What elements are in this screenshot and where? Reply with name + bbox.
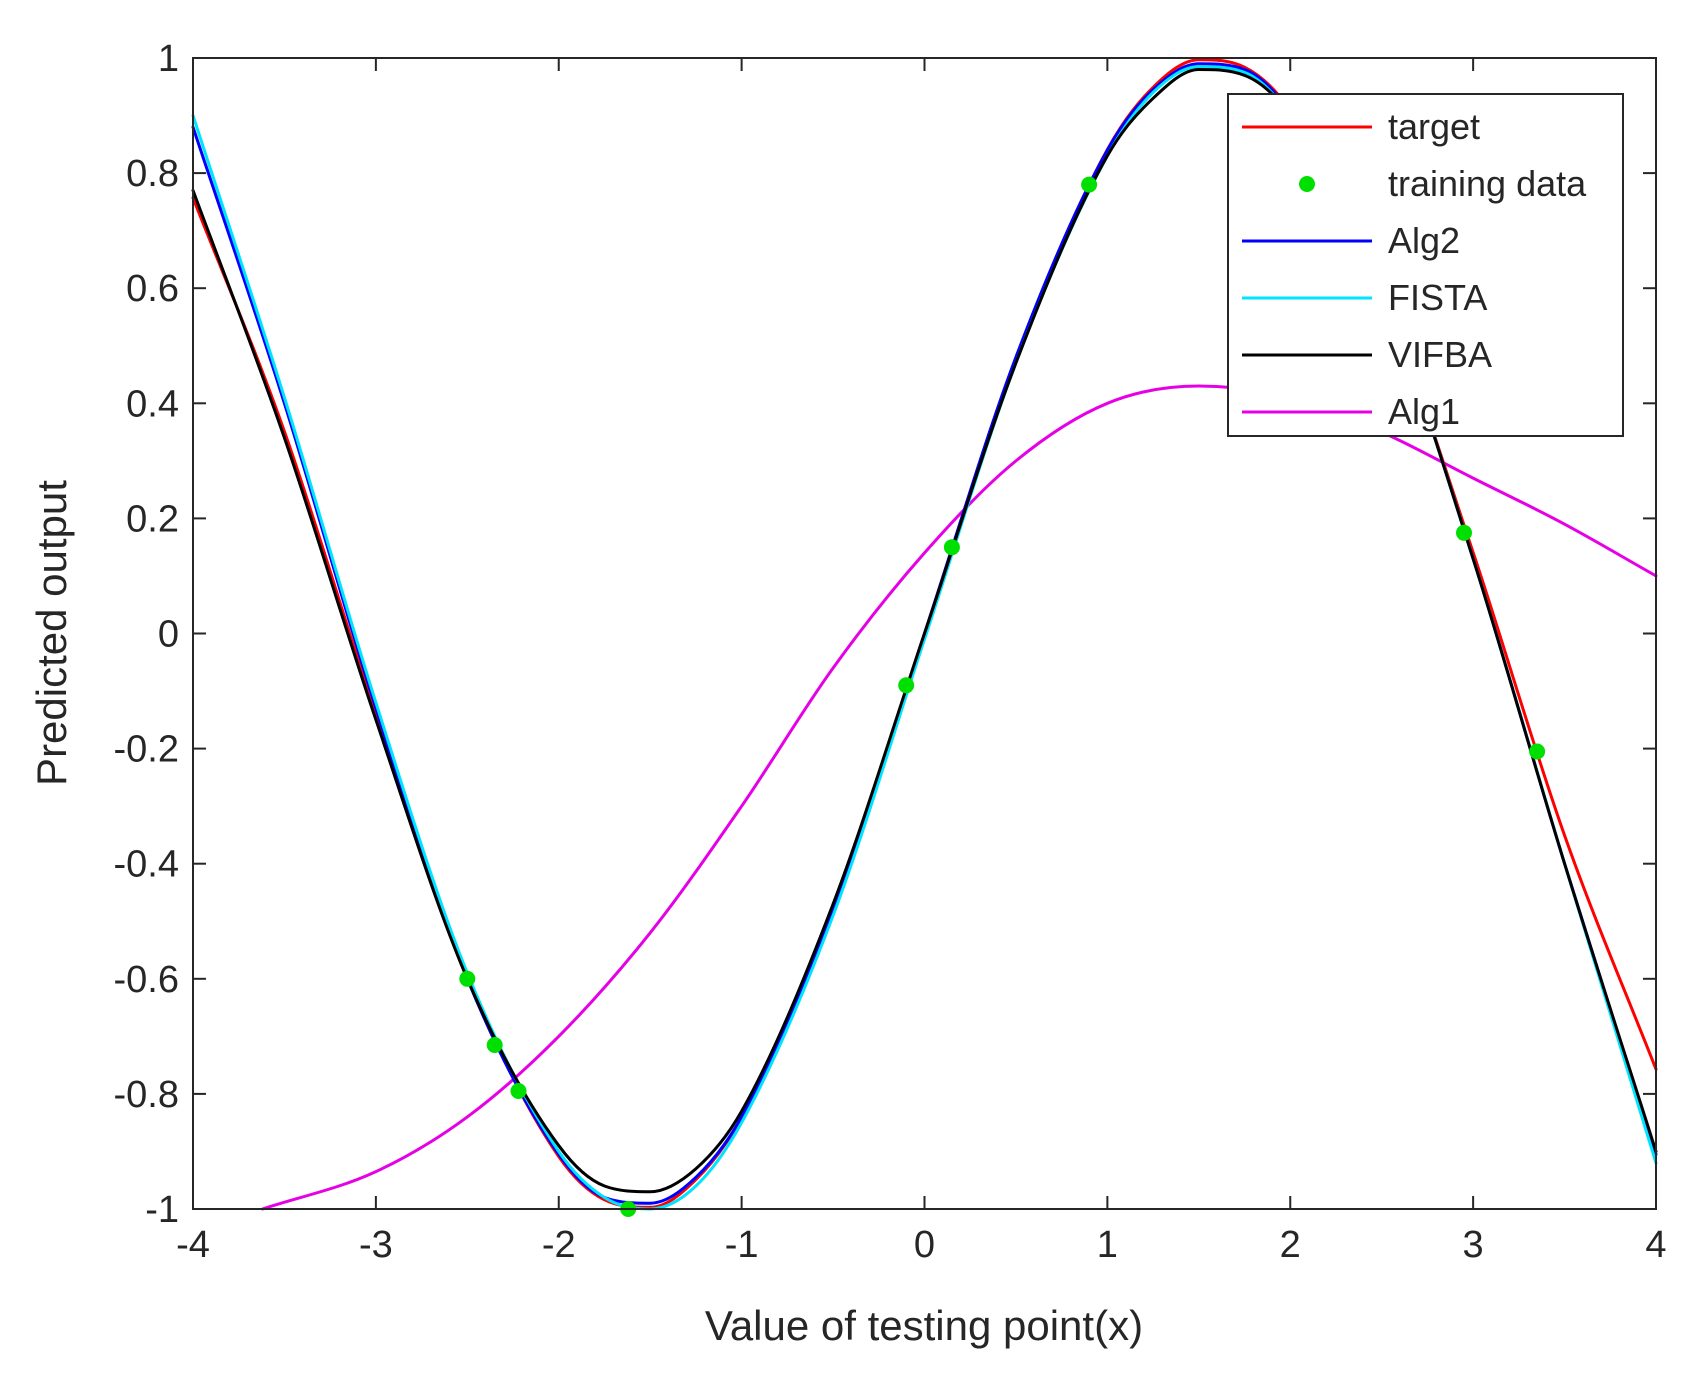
data-point-training-data <box>486 1037 503 1053</box>
x-tick-label: 0 <box>914 1224 935 1266</box>
data-point-training-data <box>1456 524 1472 541</box>
data-point-training-data <box>943 539 960 556</box>
legend-label-training-data: training data <box>1388 163 1587 204</box>
legend-box <box>1227 93 1624 437</box>
x-tick-label: -3 <box>359 1224 393 1266</box>
data-point-training-data <box>898 677 915 694</box>
y-tick-label: -1 <box>145 1189 179 1231</box>
data-point-training-data <box>1529 743 1546 760</box>
legend: target training data Alg2 FISTA VIFBA Alg1 <box>1227 93 1624 437</box>
data-point-training-data <box>1081 176 1098 193</box>
legend-label-fista: FISTA <box>1388 277 1487 318</box>
y-tick-label: -0.4 <box>114 844 179 886</box>
y-tick-label: 0.6 <box>126 268 179 310</box>
y-axis-label: Predicted output <box>28 480 75 786</box>
x-tick-label: 3 <box>1463 1224 1484 1266</box>
x-tick-label: -2 <box>542 1224 576 1266</box>
data-point-training-data <box>459 970 476 987</box>
legend-label-target: target <box>1388 106 1480 147</box>
legend-items: target training data Alg2 FISTA VIFBA Alg1 <box>1242 106 1587 432</box>
y-tick-label: 0.8 <box>126 153 179 195</box>
x-tick-label: -4 <box>176 1224 210 1266</box>
x-tick-label: 1 <box>1097 1224 1118 1266</box>
tick-layer <box>192 57 1657 1210</box>
legend-label-alg2: Alg2 <box>1388 220 1460 261</box>
x-tick-label: 4 <box>1645 1224 1666 1266</box>
legend-label-vifba: VIFBA <box>1388 334 1492 375</box>
y-tick-labels: -1 -0.8 -0.6 -0.4 -0.2 0 0.2 0.4 0.6 0.8 1 <box>114 38 179 1231</box>
x-axis-label: Value of testing point(x) <box>705 1302 1143 1349</box>
series-line-alg1 <box>261 384 1658 1211</box>
x-tick-label: 2 <box>1280 1224 1301 1266</box>
legend-label-alg1: Alg1 <box>1388 391 1460 432</box>
x-tick-label: -1 <box>725 1224 759 1266</box>
y-tick-label: -0.8 <box>114 1074 179 1116</box>
y-tick-label: 0.4 <box>126 383 179 425</box>
points-layer <box>459 176 1546 1217</box>
data-point-training-data <box>510 1083 527 1099</box>
legend-marker-training-data <box>1299 176 1315 192</box>
y-tick-label: -0.2 <box>114 729 179 771</box>
x-tick-labels: -4 -3 -2 -1 0 1 2 3 4 <box>176 1224 1666 1266</box>
y-tick-label: -0.6 <box>114 959 179 1001</box>
y-tick-label: 1 <box>158 38 179 80</box>
y-tick-label: 0 <box>158 614 179 656</box>
y-tick-label: 0.2 <box>126 498 179 540</box>
